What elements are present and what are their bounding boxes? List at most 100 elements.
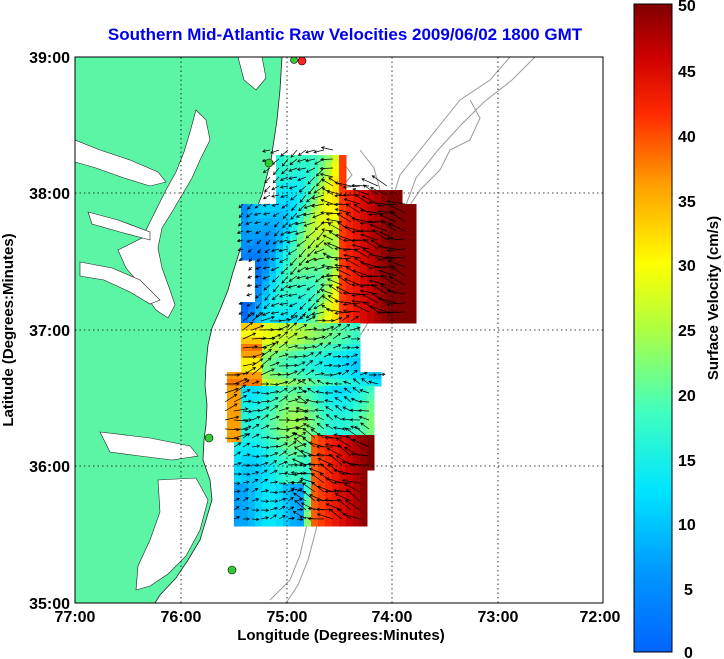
velocity-cell [241,491,249,499]
velocity-cell [346,316,354,324]
velocity-cell [276,379,284,387]
current-vector [319,463,334,475]
velocity-cell [241,351,249,359]
velocity-cell [304,337,312,345]
current-vector [269,490,279,495]
current-vector [262,275,271,280]
velocity-cell [346,358,354,366]
current-vector [313,266,325,271]
velocity-cell [276,225,284,233]
velocity-cell [311,463,319,471]
current-vector [274,230,280,237]
velocity-cell [409,309,417,317]
current-vector [224,393,238,403]
velocity-cell [339,351,347,359]
velocity-cell [276,281,284,289]
velocity-cell [276,463,284,471]
current-vector [279,257,289,263]
current-vector [341,478,361,484]
current-vector [255,266,262,270]
current-vector [334,257,352,261]
velocity-cell [409,267,417,275]
current-vector [352,188,370,196]
current-vector [359,208,379,214]
velocity-cell [381,316,389,324]
velocity-cell [283,253,291,261]
velocity-cell [339,484,347,492]
velocity-cell [241,512,249,520]
velocity-cell [311,442,319,450]
y-tick-label: 35:00 [29,596,70,613]
velocity-cell [269,358,277,366]
current-vector [371,175,388,187]
current-vector [304,417,316,421]
current-vector [341,314,350,322]
velocity-cell [262,232,270,240]
current-vector [333,480,352,485]
velocity-cell [318,435,326,443]
current-vector [324,498,343,502]
current-vector [362,248,379,259]
current-vector [278,481,287,486]
current-vector [344,277,361,286]
velocity-cell [248,442,256,450]
current-vector [369,305,388,313]
velocity-cell [311,316,319,324]
velocity-cell [290,477,298,485]
colorbar-tick-label: 10 [678,517,696,534]
velocity-cell [339,281,347,289]
velocity-cell [360,498,368,506]
velocity-cell [241,470,249,478]
velocity-cell [339,449,347,457]
velocity-cell [262,491,270,499]
velocity-cell [283,456,291,464]
velocity-cell [248,428,256,436]
current-vector [242,507,250,511]
velocity-cell [297,386,305,394]
current-vector [351,217,370,223]
velocity-cell [297,246,305,254]
current-vector [263,221,271,226]
current-vector [287,315,299,322]
velocity-cell [311,274,319,282]
velocity-cell [311,197,319,205]
current-vector [294,446,307,457]
velocity-cell [353,197,361,205]
velocity-cell [290,358,298,366]
velocity-cell [318,491,326,499]
velocity-cell [241,253,249,261]
current-vector [262,212,271,216]
velocity-cell [402,274,410,282]
velocity-cell [367,190,375,198]
velocity-cell [395,232,403,240]
current-vector [264,176,271,184]
velocity-cell [346,260,354,268]
current-vector [273,284,280,293]
velocity-cell [227,400,235,408]
current-vector [242,433,251,439]
current-vector [296,284,307,289]
velocity-cell [248,484,256,492]
current-vector [278,380,289,385]
current-vector [362,239,379,250]
colorbar-tick-label: 45 [678,64,696,81]
velocity-cell [353,204,361,212]
velocity-cell [374,274,382,282]
velocity-cell [262,337,270,345]
velocity-cell [367,428,375,436]
current-vector [280,284,289,291]
velocity-cell [262,281,270,289]
current-vector [290,266,298,276]
velocity-cell [325,204,333,212]
velocity-cell [290,393,298,401]
velocity-cell [346,232,354,240]
current-vector [251,454,260,459]
velocity-cell [276,183,284,191]
velocity-cell [311,393,319,401]
current-vector [320,211,334,215]
velocity-cell [248,330,256,338]
current-vector [273,167,280,176]
velocity-cell [325,246,333,254]
current-vector [251,365,264,376]
